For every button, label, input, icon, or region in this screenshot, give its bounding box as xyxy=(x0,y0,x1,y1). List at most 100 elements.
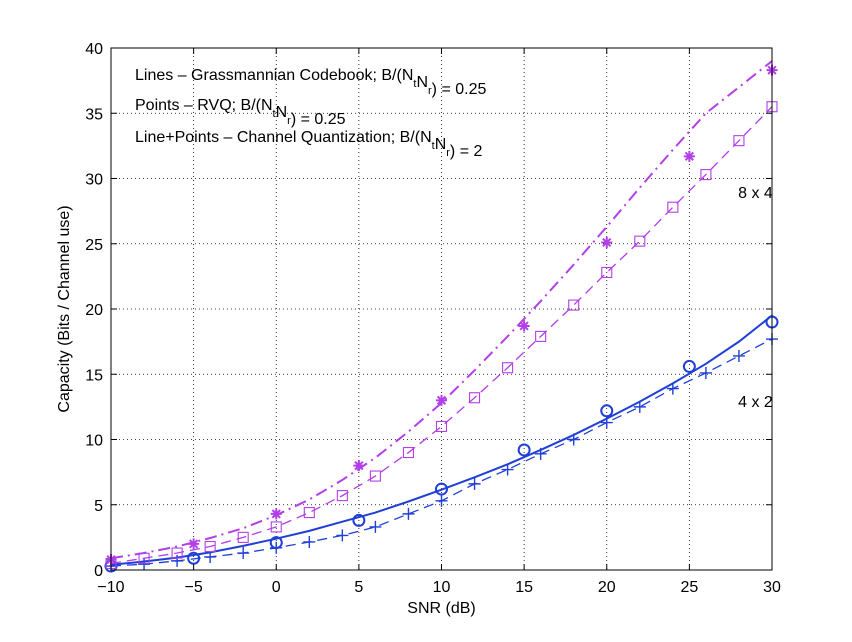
grid-lines xyxy=(111,48,772,570)
plus-marker xyxy=(699,366,712,379)
x-tick-label: −10 xyxy=(97,579,124,596)
y-tick-label: 20 xyxy=(85,302,103,319)
x-tick-label: 20 xyxy=(598,579,616,596)
asterisk-marker xyxy=(601,236,613,248)
square-marker xyxy=(468,392,481,404)
legend-text-part: Lines – Grassmannian Codebook; B/(N xyxy=(135,67,413,84)
plus-marker xyxy=(237,547,250,560)
legend-line-0: Lines – Grassmannian Codebook; B/(NtNr) … xyxy=(135,67,486,98)
y-tick-label: 35 xyxy=(85,106,103,123)
plus-marker xyxy=(501,463,514,476)
square-marker xyxy=(733,135,745,147)
legend-subscript: r xyxy=(287,115,291,127)
square-marker xyxy=(601,266,613,279)
x-tick-label: −5 xyxy=(185,579,203,596)
plus-marker xyxy=(732,349,745,362)
square-marker xyxy=(502,362,514,374)
annotation-1: 4 x 2 xyxy=(738,394,773,411)
legend-text-part: ) = 0.25 xyxy=(291,111,346,128)
square-marker xyxy=(568,299,580,311)
plus-marker xyxy=(171,554,184,567)
square-marker xyxy=(336,490,348,502)
square-marker xyxy=(667,201,679,213)
plus-marker xyxy=(567,433,580,446)
circle-marker xyxy=(517,443,531,457)
y-tick-label: 30 xyxy=(85,172,103,189)
legend-line-1: Points – RVQ; B/(NtNr) = 0.25 xyxy=(135,97,346,128)
asterisk-marker xyxy=(188,538,200,550)
legend-subscript: r xyxy=(428,85,432,97)
circle-marker xyxy=(352,513,366,527)
square-marker xyxy=(303,507,315,519)
y-tick-label: 10 xyxy=(85,433,103,450)
plus-marker xyxy=(435,494,448,507)
y-tick-label: 5 xyxy=(94,498,103,515)
square-marker xyxy=(535,330,547,342)
plus-marker xyxy=(402,507,415,520)
asterisk-marker xyxy=(353,460,365,472)
series-0 xyxy=(110,314,773,566)
x-tick-label: 15 xyxy=(515,579,533,596)
series-2 xyxy=(105,333,778,573)
square-marker xyxy=(369,470,381,482)
plus-marker xyxy=(633,400,646,413)
circle-marker xyxy=(682,359,696,373)
square-marker xyxy=(237,531,249,543)
annotation-0: 8 x 4 xyxy=(738,185,773,202)
series-line xyxy=(110,314,773,566)
asterisk-marker xyxy=(270,508,282,520)
y-tick-label: 25 xyxy=(85,237,103,254)
legend-text-part: N xyxy=(416,74,428,91)
legend-subscript: r xyxy=(446,147,450,159)
legend-text-part: Line+Points – Channel Quantization; B/(N xyxy=(135,129,432,146)
x-tick-label: 10 xyxy=(433,579,451,596)
y-axis-label: Capacity (Bits / Channel use) xyxy=(56,205,73,412)
x-tick-label: 30 xyxy=(763,579,781,596)
square-marker xyxy=(138,552,150,564)
y-tick-label: 40 xyxy=(85,41,103,58)
y-tick-label: 15 xyxy=(85,367,103,384)
square-marker xyxy=(171,547,183,559)
asterisk-marker xyxy=(436,394,447,406)
asterisk-marker xyxy=(518,320,530,332)
plus-marker xyxy=(270,541,283,554)
legend-subscript: t xyxy=(273,108,276,120)
plus-marker xyxy=(534,447,547,460)
circle-marker xyxy=(435,482,448,496)
legend-text-part: Points – RVQ; B/(N xyxy=(135,97,273,114)
legend-text-part: ) = 0.25 xyxy=(432,81,487,98)
series-line xyxy=(110,106,773,565)
circle-marker xyxy=(600,404,614,418)
plus-marker xyxy=(468,477,481,490)
square-marker xyxy=(270,521,282,533)
x-axis-label: SNR (dB) xyxy=(407,600,475,617)
plus-marker xyxy=(303,535,316,548)
legend-subscript: t xyxy=(413,78,416,90)
square-marker xyxy=(634,235,646,247)
plus-marker xyxy=(204,550,217,563)
plus-marker xyxy=(336,529,349,542)
annotations: 8 x 4 4 x 2 xyxy=(738,185,773,411)
plus-marker xyxy=(666,382,679,395)
y-tick-label: 0 xyxy=(94,563,103,580)
legend-subscript: t xyxy=(432,140,435,152)
legend-text-part: N xyxy=(435,136,447,153)
axis-ticks: −10 −5 0 5 10 15 20 25 30 0 5 10 15 20 25 30 35 40 xyxy=(85,41,781,596)
legend-text-part: ) = 2 xyxy=(450,143,483,160)
plus-marker xyxy=(138,558,151,571)
plus-marker xyxy=(600,416,613,429)
x-tick-label: 0 xyxy=(272,579,281,596)
square-marker xyxy=(700,169,712,181)
legend-text-part: N xyxy=(276,104,288,121)
plus-marker xyxy=(369,520,382,533)
asterisk-marker xyxy=(683,150,695,162)
square-marker xyxy=(402,446,415,459)
legend-line-2: Line+Points – Channel Quantization; B/(N… xyxy=(135,129,482,160)
x-tick-label: 25 xyxy=(680,579,698,596)
legend-text: Lines – Grassmannian Codebook; B/(NtNr) … xyxy=(135,67,486,160)
series-layer xyxy=(104,60,779,573)
square-marker xyxy=(435,420,448,433)
square-marker xyxy=(204,540,216,553)
x-tick-label: 5 xyxy=(354,579,363,596)
